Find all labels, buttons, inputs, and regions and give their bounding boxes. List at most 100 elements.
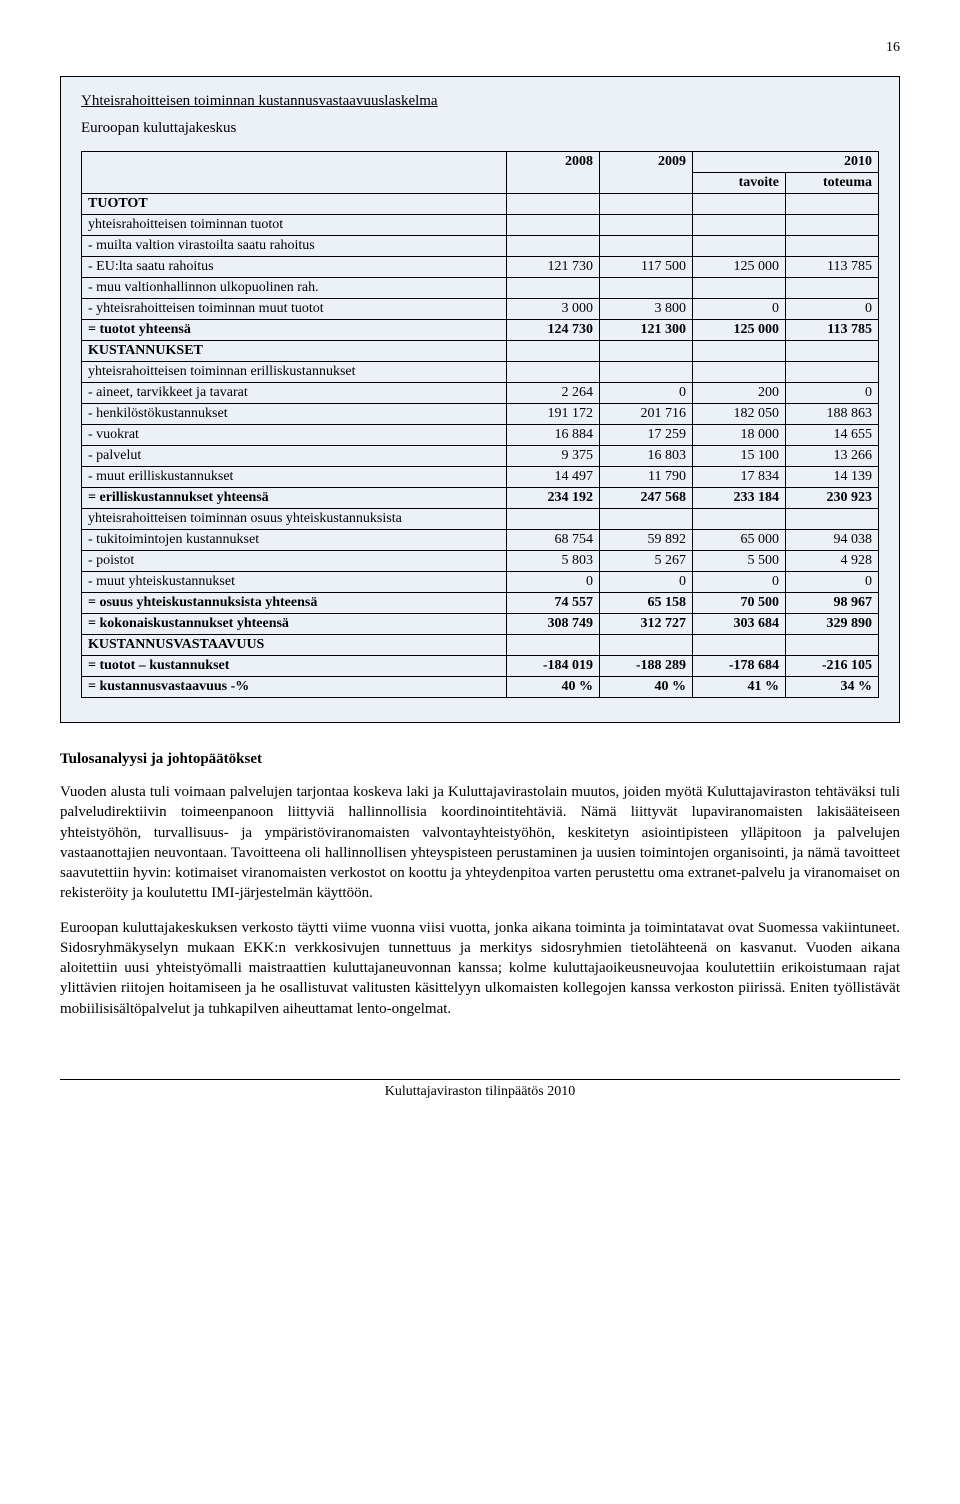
table-row: = tuotot – kustannukset-184 019-188 289-… — [82, 656, 879, 677]
row-value — [786, 509, 879, 530]
row-label: KUSTANNUKSET — [82, 341, 507, 362]
row-label: - muilta valtion virastoilta saatu rahoi… — [82, 236, 507, 257]
row-value: 117 500 — [600, 257, 693, 278]
row-value — [786, 362, 879, 383]
row-value: 0 — [507, 572, 600, 593]
row-value: 121 300 — [600, 320, 693, 341]
row-value: 3 000 — [507, 299, 600, 320]
row-value — [600, 635, 693, 656]
row-label: - tukitoimintojen kustannukset — [82, 530, 507, 551]
row-value: 18 000 — [693, 425, 786, 446]
row-value: 125 000 — [693, 257, 786, 278]
row-value — [507, 362, 600, 383]
row-value: 191 172 — [507, 404, 600, 425]
box-subtitle: Euroopan kuluttajakeskus — [81, 120, 879, 137]
table-row: = tuotot yhteensä124 730121 300125 00011… — [82, 320, 879, 341]
row-value — [600, 362, 693, 383]
row-value: 15 100 — [693, 446, 786, 467]
row-value: 13 266 — [786, 446, 879, 467]
col-2010: 2010 — [693, 152, 879, 173]
row-value — [507, 278, 600, 299]
row-value: 65 158 — [600, 593, 693, 614]
row-value: 40 % — [600, 677, 693, 698]
table-row: yhteisrahoitteisen toiminnan osuus yhtei… — [82, 509, 879, 530]
row-value: 5 500 — [693, 551, 786, 572]
table-row: - poistot5 8035 2675 5004 928 — [82, 551, 879, 572]
row-label: yhteisrahoitteisen toiminnan erilliskust… — [82, 362, 507, 383]
row-value: 0 — [786, 383, 879, 404]
row-value: 68 754 — [507, 530, 600, 551]
col-tavoite: tavoite — [693, 173, 786, 194]
row-value — [693, 635, 786, 656]
row-value: 182 050 — [693, 404, 786, 425]
row-label: - palvelut — [82, 446, 507, 467]
row-value — [600, 236, 693, 257]
row-value — [507, 509, 600, 530]
row-label: - yhteisrahoitteisen toiminnan muut tuot… — [82, 299, 507, 320]
table-row: - muut yhteiskustannukset0000 — [82, 572, 879, 593]
row-value: 188 863 — [786, 404, 879, 425]
table-row: KUSTANNUKSET — [82, 341, 879, 362]
table-row: = kustannusvastaavuus -%40 %40 %41 %34 % — [82, 677, 879, 698]
row-value: 5 803 — [507, 551, 600, 572]
row-value: 16 884 — [507, 425, 600, 446]
analysis-p1: Vuoden alusta tuli voimaan palvelujen ta… — [60, 782, 900, 904]
row-value — [507, 341, 600, 362]
row-value: 0 — [600, 383, 693, 404]
row-value: 0 — [786, 572, 879, 593]
row-value: 200 — [693, 383, 786, 404]
row-value: -188 289 — [600, 656, 693, 677]
box-title: Yhteisrahoitteisen toiminnan kustannusva… — [81, 93, 879, 110]
table-row: - henkilöstökustannukset191 172201 71618… — [82, 404, 879, 425]
row-label: - poistot — [82, 551, 507, 572]
row-label: TUOTOT — [82, 194, 507, 215]
page-footer: Kuluttajaviraston tilinpäätös 2010 — [60, 1079, 900, 1100]
analysis-p2: Euroopan kuluttajakeskuksen verkosto täy… — [60, 918, 900, 1019]
calculation-box: Yhteisrahoitteisen toiminnan kustannusva… — [60, 76, 900, 723]
row-value: 0 — [693, 572, 786, 593]
row-value — [786, 278, 879, 299]
row-value: 308 749 — [507, 614, 600, 635]
table-row: - muilta valtion virastoilta saatu rahoi… — [82, 236, 879, 257]
row-value: 0 — [600, 572, 693, 593]
row-label: - aineet, tarvikkeet ja tavarat — [82, 383, 507, 404]
row-label: yhteisrahoitteisen toiminnan osuus yhtei… — [82, 509, 507, 530]
row-value — [693, 215, 786, 236]
row-value: -178 684 — [693, 656, 786, 677]
row-value: 312 727 — [600, 614, 693, 635]
row-value: 125 000 — [693, 320, 786, 341]
table-row: - muut erilliskustannukset14 49711 79017… — [82, 467, 879, 488]
row-label: = kustannusvastaavuus -% — [82, 677, 507, 698]
row-value: 65 000 — [693, 530, 786, 551]
table-row: - aineet, tarvikkeet ja tavarat2 2640200… — [82, 383, 879, 404]
row-value — [693, 362, 786, 383]
row-value — [507, 635, 600, 656]
row-value: 34 % — [786, 677, 879, 698]
row-value — [507, 215, 600, 236]
row-value — [600, 278, 693, 299]
row-value: 234 192 — [507, 488, 600, 509]
row-value: 0 — [693, 299, 786, 320]
row-value — [693, 236, 786, 257]
row-label: - vuokrat — [82, 425, 507, 446]
table-row: - yhteisrahoitteisen toiminnan muut tuot… — [82, 299, 879, 320]
row-label: = tuotot yhteensä — [82, 320, 507, 341]
row-value: 303 684 — [693, 614, 786, 635]
row-label: = kokonaiskustannukset yhteensä — [82, 614, 507, 635]
row-value — [786, 236, 879, 257]
table-row: KUSTANNUSVASTAAVUUS — [82, 635, 879, 656]
table-row: - EU:lta saatu rahoitus121 730117 500125… — [82, 257, 879, 278]
row-label: yhteisrahoitteisen toiminnan tuotot — [82, 215, 507, 236]
row-value — [600, 215, 693, 236]
row-value — [507, 236, 600, 257]
table-row: = erilliskustannukset yhteensä234 192247… — [82, 488, 879, 509]
row-value: 17 834 — [693, 467, 786, 488]
table-row: - vuokrat16 88417 25918 00014 655 — [82, 425, 879, 446]
cost-table: 2008 2009 2010 tavoite toteuma TUOTOTyht… — [81, 151, 879, 698]
col-2008: 2008 — [507, 152, 600, 194]
row-value — [786, 215, 879, 236]
row-value: 14 655 — [786, 425, 879, 446]
row-value: 3 800 — [600, 299, 693, 320]
row-value: 9 375 — [507, 446, 600, 467]
row-value: 70 500 — [693, 593, 786, 614]
